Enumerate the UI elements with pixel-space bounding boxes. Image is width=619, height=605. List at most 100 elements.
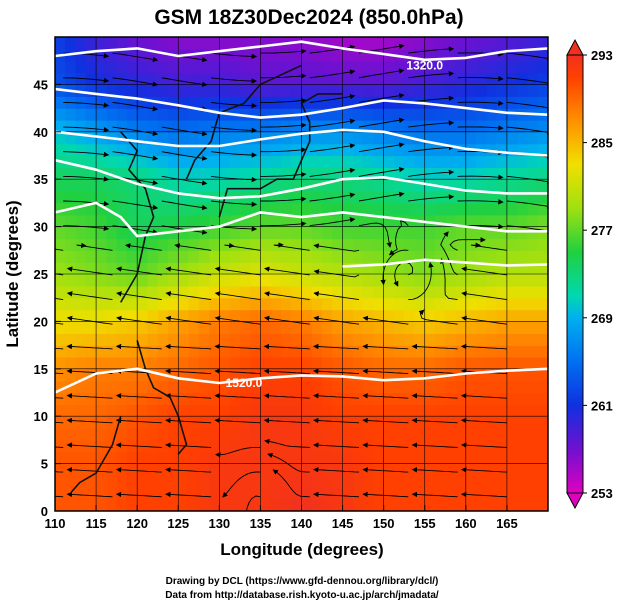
field-cell xyxy=(445,72,457,85)
field-cell xyxy=(352,356,364,370)
field-cell xyxy=(291,238,303,251)
field-cell xyxy=(352,404,364,417)
x-tick-label: 115 xyxy=(86,516,107,531)
field-cell xyxy=(414,416,426,429)
field-cell xyxy=(455,167,467,180)
field-cell xyxy=(85,475,97,488)
field-cell xyxy=(424,214,436,228)
field-cell xyxy=(198,108,210,121)
field-cell xyxy=(445,392,457,405)
field-cell xyxy=(445,37,457,50)
field-cell xyxy=(270,416,282,429)
field-cell xyxy=(178,202,190,216)
field-cell xyxy=(424,333,436,346)
field-cell xyxy=(342,202,354,216)
field-cell xyxy=(537,499,548,511)
field-cell xyxy=(178,274,190,287)
field-cell xyxy=(229,262,241,275)
field-cell xyxy=(239,356,251,370)
field-cell xyxy=(229,84,241,97)
field-cell xyxy=(435,333,446,346)
field-cell xyxy=(250,143,261,157)
streamline xyxy=(112,52,159,63)
field-cell xyxy=(219,356,231,370)
field-cell xyxy=(332,131,344,145)
streamline xyxy=(260,196,307,202)
field-cell xyxy=(496,108,508,121)
field-cell xyxy=(75,285,87,299)
field-cell xyxy=(486,262,498,275)
field-cell xyxy=(373,285,385,299)
field-cell xyxy=(301,96,313,109)
field-cell xyxy=(157,238,169,251)
x-tick-label: 110 xyxy=(45,516,66,531)
field-cell xyxy=(465,48,477,62)
streamline xyxy=(440,257,458,301)
field-cell xyxy=(332,167,344,180)
field-cell xyxy=(198,451,210,465)
field-cell xyxy=(209,155,220,168)
field-cell xyxy=(55,179,66,192)
field-cell xyxy=(414,487,426,500)
field-cell xyxy=(445,499,457,511)
field-cell xyxy=(96,202,107,216)
field-cell xyxy=(445,48,457,62)
field-cell xyxy=(383,368,395,382)
field-cell xyxy=(198,262,210,275)
field-cell xyxy=(517,356,529,370)
field-cell xyxy=(260,439,272,453)
field-cell xyxy=(291,202,303,216)
field-cell xyxy=(126,214,138,228)
field-cell xyxy=(116,274,128,287)
streamline xyxy=(263,417,310,424)
field-cell xyxy=(260,428,272,441)
field-cell xyxy=(537,131,548,145)
grid-lines xyxy=(55,37,548,511)
field-cell xyxy=(106,155,118,168)
field-cell xyxy=(178,238,190,251)
field-cell xyxy=(455,262,467,275)
streamline xyxy=(263,393,310,399)
field-cell xyxy=(527,380,539,394)
field-cell xyxy=(414,380,426,394)
field-cell xyxy=(506,202,518,216)
streamline xyxy=(313,343,360,350)
field-cell xyxy=(198,463,210,476)
field-cell xyxy=(476,167,487,180)
field-cell xyxy=(455,380,467,394)
field-cell xyxy=(352,120,364,133)
field-cell xyxy=(137,451,149,465)
field-cell xyxy=(455,392,467,405)
field-cell xyxy=(281,167,292,180)
field-cell xyxy=(352,143,364,157)
field-cell xyxy=(404,120,416,133)
field-cell xyxy=(455,37,467,50)
field-cell xyxy=(168,167,179,180)
field-cell xyxy=(465,309,477,322)
field-cell xyxy=(486,309,498,322)
field-cell xyxy=(393,463,405,476)
field-cell xyxy=(537,463,548,476)
field-cell xyxy=(332,108,344,121)
field-cell xyxy=(157,463,169,476)
field-cell xyxy=(270,48,282,62)
field-cell xyxy=(55,356,66,370)
field-cell xyxy=(229,487,241,500)
field-cell xyxy=(96,214,107,228)
field-cell xyxy=(445,285,457,299)
field-cell xyxy=(311,439,323,453)
field-cell xyxy=(260,285,272,299)
field-cell xyxy=(383,297,395,311)
field-cell xyxy=(85,416,97,429)
field-cell xyxy=(137,202,149,216)
field-cell xyxy=(198,487,210,500)
field-cell xyxy=(435,404,446,417)
field-cell xyxy=(126,321,138,334)
field-cell xyxy=(537,285,548,299)
streamline xyxy=(418,309,458,325)
field-cell xyxy=(291,96,303,109)
field-cell xyxy=(486,345,498,358)
field-cell xyxy=(137,392,149,405)
field-cell xyxy=(435,487,446,500)
streamline xyxy=(63,77,110,84)
